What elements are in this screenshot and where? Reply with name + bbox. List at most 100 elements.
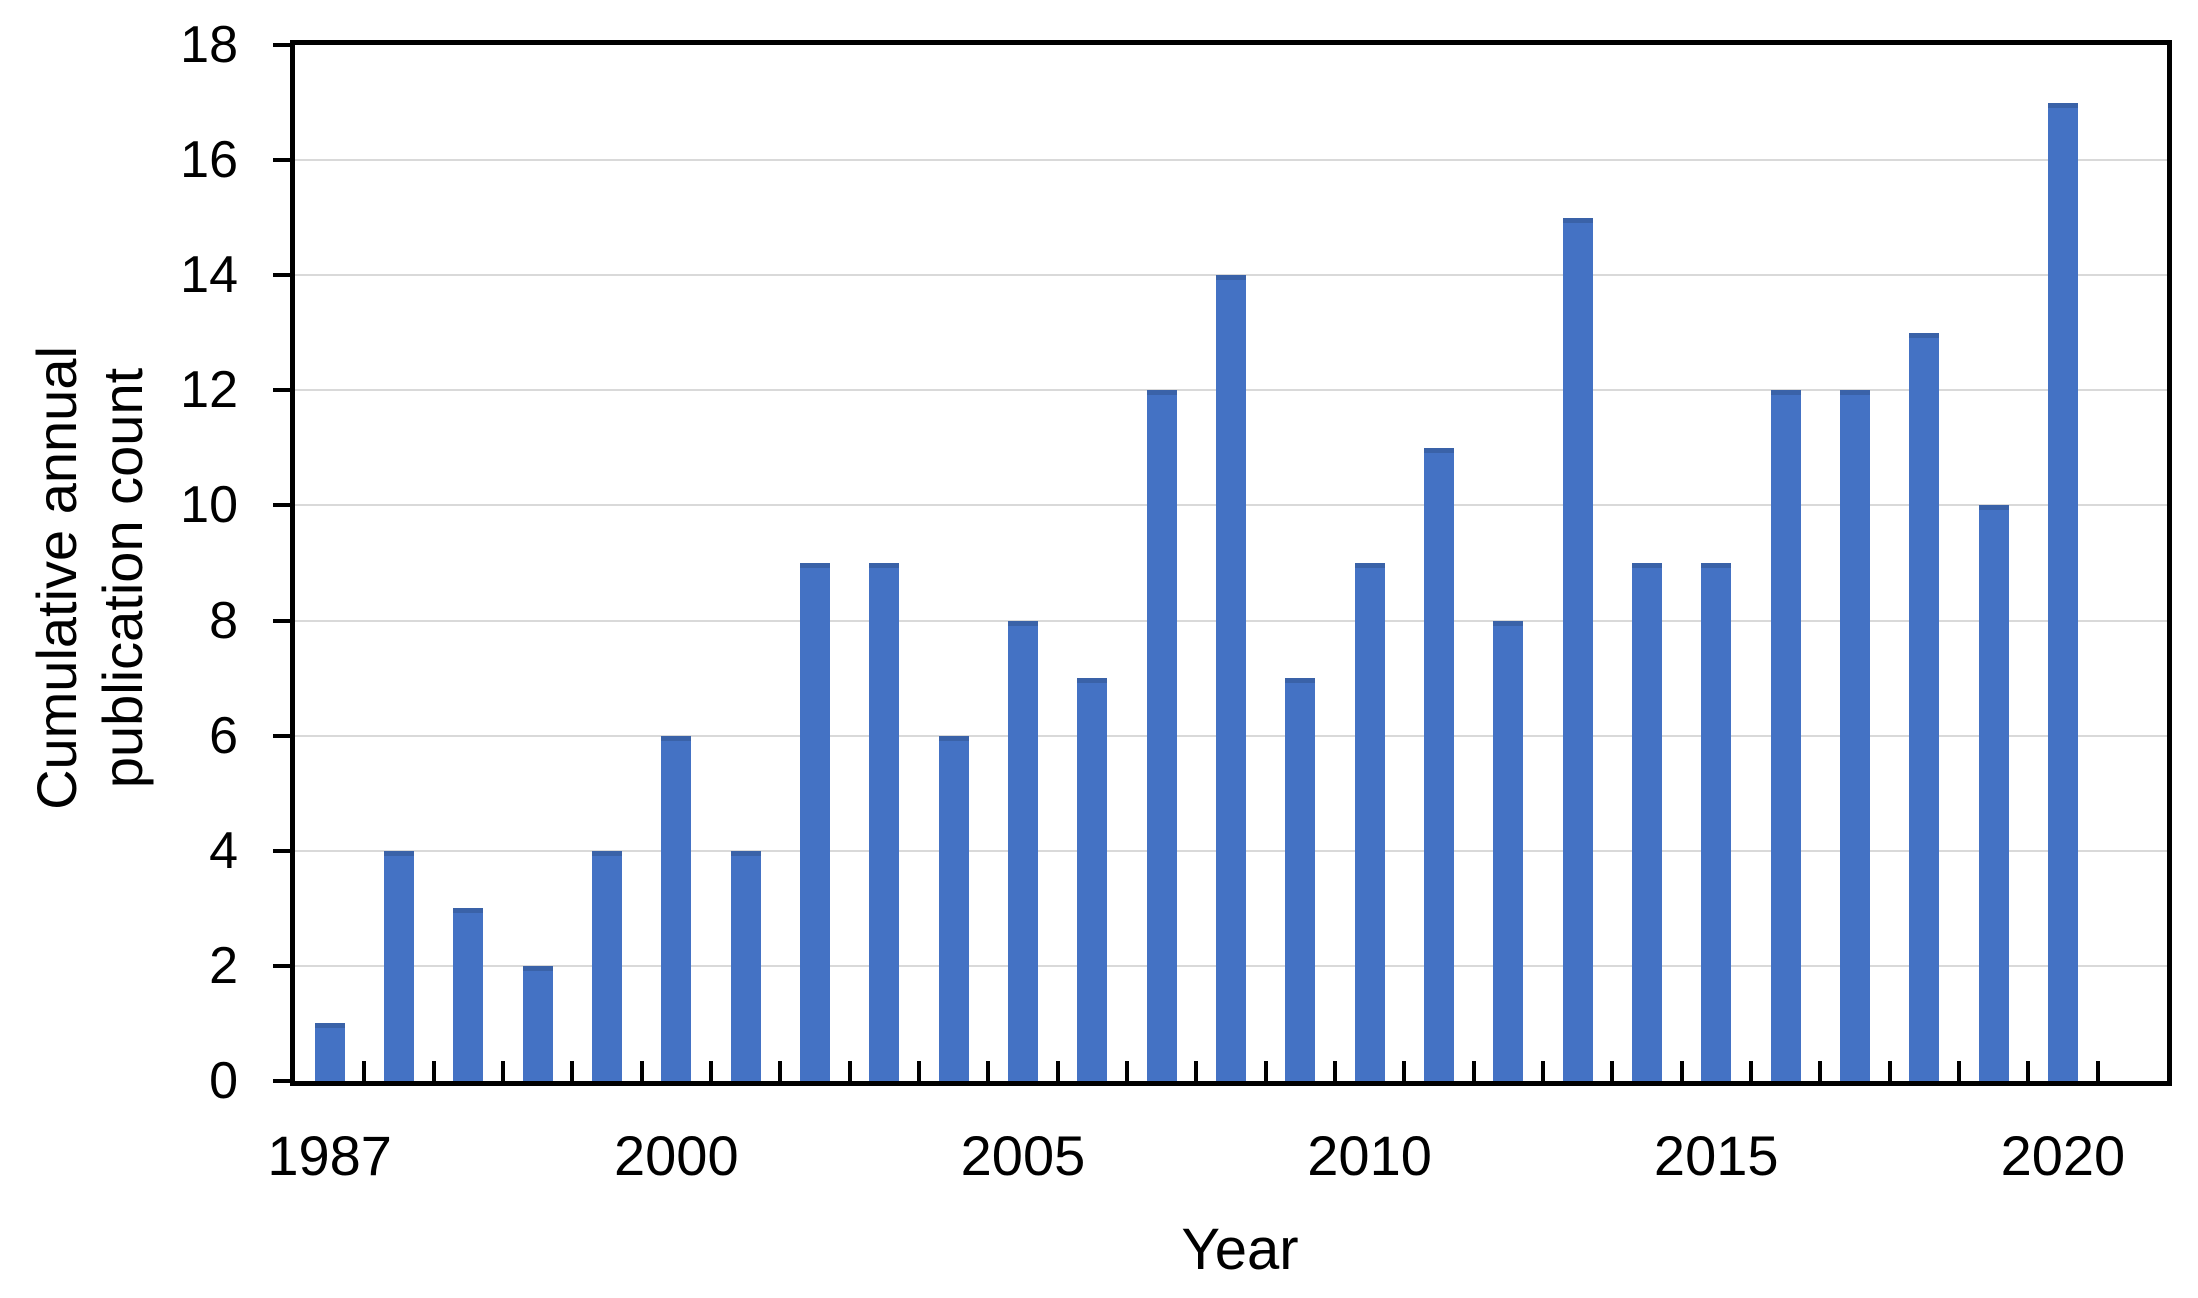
y-axis-tick bbox=[273, 618, 290, 623]
bar bbox=[383, 850, 414, 1081]
category-slot bbox=[1474, 45, 1545, 1081]
bar bbox=[1423, 447, 1454, 1081]
category-slot bbox=[1751, 45, 1823, 1081]
category-slot bbox=[919, 45, 991, 1081]
x-axis-tick bbox=[1956, 1061, 1961, 1081]
x-label-slot bbox=[364, 1128, 433, 1188]
x-axis-tick bbox=[986, 1061, 991, 1081]
bar bbox=[1839, 390, 1870, 1081]
x-label-slot bbox=[1751, 1128, 1820, 1188]
x-label-slot: 2005 bbox=[961, 1128, 1086, 1188]
x-axis-tick bbox=[1402, 1061, 1407, 1081]
y-tick-label: 18 bbox=[180, 16, 238, 74]
x-axis-tick bbox=[431, 1061, 436, 1081]
category-slot bbox=[1127, 45, 1199, 1081]
x-axis-tick bbox=[1194, 1061, 1199, 1081]
y-axis-tick bbox=[273, 1079, 290, 1083]
plot-area bbox=[290, 40, 2172, 1086]
category-slot bbox=[1266, 45, 1337, 1081]
bar bbox=[1493, 620, 1524, 1081]
category-slot bbox=[988, 45, 1060, 1081]
bar bbox=[1909, 332, 1940, 1081]
category-slot bbox=[780, 45, 852, 1081]
x-axis-tick bbox=[639, 1061, 644, 1081]
category-slot bbox=[1196, 45, 1268, 1081]
category-slot bbox=[1543, 45, 1615, 1081]
category-slot bbox=[2098, 45, 2167, 1081]
x-tick-label: 2010 bbox=[1307, 1124, 1432, 1187]
x-axis-tick bbox=[916, 1061, 921, 1081]
y-tick-label: 16 bbox=[180, 131, 238, 190]
x-label-slot bbox=[850, 1128, 919, 1188]
bar bbox=[730, 850, 761, 1081]
y-axis-tick bbox=[273, 273, 290, 278]
x-tick-label: 1987 bbox=[267, 1124, 392, 1187]
y-tick-label: 2 bbox=[209, 936, 238, 995]
x-label-slot bbox=[434, 1128, 503, 1188]
bar bbox=[1077, 678, 1108, 1081]
x-tick-label: 2015 bbox=[1653, 1124, 1779, 1187]
y-axis-tick bbox=[273, 158, 290, 163]
bar bbox=[938, 735, 969, 1081]
x-axis-tick bbox=[1679, 1061, 1684, 1081]
x-label-slot bbox=[1820, 1128, 1889, 1188]
x-label-slot bbox=[1890, 1128, 1959, 1188]
x-label-slot bbox=[1127, 1128, 1196, 1188]
category-slot bbox=[1820, 45, 1892, 1081]
bar bbox=[1354, 563, 1385, 1081]
x-axis-tick bbox=[1055, 1061, 1060, 1081]
category-slot bbox=[1612, 45, 1684, 1081]
x-tick-label: 2020 bbox=[2000, 1124, 2126, 1187]
y-tick-label: 10 bbox=[180, 476, 238, 535]
bar bbox=[1285, 678, 1316, 1081]
x-label-slot bbox=[2098, 1128, 2167, 1188]
category-slot bbox=[1404, 45, 1476, 1081]
x-axis-tick bbox=[1818, 1061, 1823, 1081]
x-axis-tick bbox=[1471, 1061, 1476, 1081]
category-slot bbox=[434, 45, 505, 1081]
x-label-slot bbox=[780, 1128, 849, 1188]
category-slot bbox=[572, 45, 644, 1081]
y-axis-tick bbox=[273, 503, 290, 508]
y-axis: 0 2 4 6 8 10 12 14 16 18 bbox=[0, 19, 290, 1107]
y-axis-tick bbox=[273, 963, 290, 968]
x-tick-label: 2000 bbox=[614, 1124, 739, 1187]
x-axis-tick bbox=[1887, 1061, 1892, 1081]
category-slot bbox=[711, 45, 783, 1081]
y-axis-tick bbox=[273, 733, 290, 738]
bar bbox=[314, 1023, 345, 1081]
x-tick-label: 2005 bbox=[960, 1124, 1086, 1187]
y-axis-tick bbox=[273, 43, 290, 47]
x-axis-title: Year bbox=[1181, 1217, 1299, 1282]
x-axis-tick bbox=[500, 1061, 505, 1081]
x-axis-tick bbox=[708, 1061, 713, 1081]
category-slot bbox=[850, 45, 921, 1081]
x-label-slot: 1987 bbox=[267, 1128, 392, 1188]
y-axis-tick bbox=[273, 388, 290, 393]
x-label-slot bbox=[1196, 1128, 1265, 1188]
bar bbox=[1215, 275, 1246, 1081]
x-axis-tick bbox=[2095, 1061, 2100, 1081]
bar bbox=[453, 908, 484, 1081]
x-label-slot bbox=[503, 1128, 572, 1188]
x-label-slot bbox=[711, 1128, 780, 1188]
y-tick-label: 8 bbox=[209, 591, 238, 650]
category-slot bbox=[2028, 45, 2100, 1081]
bar bbox=[591, 850, 622, 1081]
category-slot bbox=[1959, 45, 2031, 1081]
bar bbox=[661, 735, 692, 1081]
x-label-slot bbox=[1543, 1128, 1612, 1188]
bar bbox=[1978, 505, 2009, 1081]
x-label-slot: 2000 bbox=[614, 1128, 739, 1188]
y-tick-label: 6 bbox=[209, 706, 238, 765]
category-slot bbox=[503, 45, 575, 1081]
category-slot bbox=[1058, 45, 1129, 1081]
category-slot bbox=[364, 45, 436, 1081]
x-label-slot: 2010 bbox=[1307, 1128, 1432, 1188]
x-axis-tick bbox=[1332, 1061, 1337, 1081]
x-label-slot bbox=[1058, 1128, 1127, 1188]
x-axis-tick bbox=[1610, 1061, 1615, 1081]
x-axis-tick bbox=[2026, 1061, 2031, 1081]
category-slot bbox=[1890, 45, 1961, 1081]
x-label-slot: 2015 bbox=[1654, 1128, 1779, 1188]
